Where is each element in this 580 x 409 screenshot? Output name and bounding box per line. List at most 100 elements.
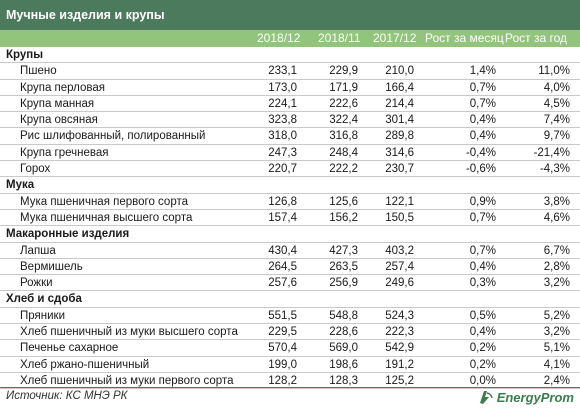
year-growth: 11,0%	[538, 65, 570, 78]
value-2018-12: 173,0	[268, 81, 297, 94]
product-name: Хлеб пшеничный из муки первого сорта	[20, 374, 234, 387]
year-growth: 5,2%	[543, 309, 570, 322]
table-row: Мука пшеничная первого сорта 126,8 125,6 12…	[0, 194, 580, 210]
value-2018-12: 318,0	[268, 130, 297, 143]
year-growth: 9,7%	[543, 130, 570, 143]
table-row: Вермишель 264,5 263,5 257,4 0,4% 2,8%	[0, 259, 580, 276]
product-name: Крупа гречневая	[20, 146, 109, 159]
value-2018-11: 228,6	[329, 326, 358, 339]
month-growth: 0,2%	[469, 342, 496, 355]
table-row: Хлеб пшеничный из муки высшего сорта 229,…	[0, 324, 580, 341]
column-header-2017-12: 2017/12	[373, 31, 417, 45]
value-2018-11: 569,0	[329, 342, 358, 355]
year-growth: 2,8%	[543, 260, 570, 273]
table-row: Крупа гречневая 247,3 248,4 314,6 -0,4% -21,4…	[0, 145, 580, 162]
column-header-month-growth: Рост за месяц	[425, 31, 504, 45]
product-name: Рожки	[20, 277, 53, 290]
product-name: Вермишель	[20, 260, 83, 273]
logo-text: EnergyProm	[496, 389, 574, 405]
value-2018-11: 156,2	[329, 211, 358, 224]
year-growth: 4,1%	[543, 358, 570, 371]
energyprom-logo-icon	[479, 391, 493, 404]
logo: EnergyProm	[478, 388, 574, 406]
year-growth: 3,2%	[543, 277, 570, 290]
product-name: Лапша	[20, 244, 56, 257]
value-2018-11: 263,5	[329, 260, 358, 273]
column-header-2018-12: 2018/12	[257, 31, 301, 45]
month-growth: 0,2%	[469, 358, 496, 371]
product-name: Печенье сахарное	[20, 342, 119, 355]
column-header-row: 2018/12 2018/11 2017/12 Рост за месяц Ро…	[0, 30, 580, 47]
footer-divider	[0, 387, 580, 388]
product-name: Горох	[20, 163, 51, 176]
table-row: Хлеб пшеничный из муки первого сорта 128,…	[0, 373, 580, 390]
product-name: Крупа манная	[20, 97, 95, 110]
month-growth: -0,4%	[465, 146, 496, 159]
product-name: Рис шлифованный, полированный	[20, 130, 206, 143]
value-2017-12: 542,9	[385, 342, 414, 355]
year-growth: 2,4%	[543, 374, 570, 387]
value-2017-12: 166,4	[385, 81, 414, 94]
category-row: Крупы	[0, 47, 580, 64]
category-label: Крупы	[6, 49, 44, 61]
table-title: Мучные изделия и крупы	[0, 0, 580, 30]
table-row: Крупа перловая 173,0 171,9 166,4 0,7% 4,0%	[0, 80, 580, 96]
value-2018-12: 224,1	[268, 97, 297, 110]
value-2018-11: 128,3	[329, 374, 358, 387]
product-name: Хлеб пшеничный из муки высшего сорта	[20, 326, 238, 339]
value-2018-12: 157,4	[268, 211, 297, 224]
year-growth: 4,0%	[543, 81, 570, 94]
category-row: Макаронные изделия	[0, 226, 580, 243]
price-table: Крупы Пшено 233,1 229,9 210,0 1,4% 11,0% Крупа …	[0, 47, 580, 390]
value-2018-11: 171,9	[329, 81, 358, 94]
table-row: Рожки 257,6 256,9 249,6 0,3% 3,2%	[0, 275, 580, 292]
value-2017-12: 314,6	[385, 146, 414, 159]
value-2018-11: 548,8	[329, 309, 358, 322]
table-row: Пшено 233,1 229,9 210,0 1,4% 11,0%	[0, 63, 580, 80]
table-row: Пряники 551,5 548,8 524,3 0,5% 5,2%	[0, 308, 580, 325]
table-row: Лапша 430,4 427,3 403,2 0,7% 6,7%	[0, 243, 580, 259]
year-growth: 3,2%	[543, 326, 570, 339]
table-row: Мука пшеничная высшего сорта 157,4 156,2 15…	[0, 210, 580, 227]
product-name: Крупа перловая	[20, 81, 105, 94]
value-2018-12: 247,3	[268, 146, 297, 159]
year-growth: -21,4%	[533, 146, 570, 159]
month-growth: 0,7%	[469, 211, 496, 224]
month-growth: -0,6%	[465, 163, 496, 176]
value-2018-11: 198,6	[329, 358, 358, 371]
value-2018-11: 256,9	[329, 277, 358, 290]
value-2018-12: 257,6	[268, 277, 297, 290]
value-2018-12: 570,4	[268, 342, 297, 355]
value-2018-12: 126,8	[268, 195, 297, 208]
value-2018-12: 233,1	[268, 65, 297, 78]
value-2017-12: 191,2	[385, 358, 414, 371]
month-growth: 0,4%	[469, 130, 496, 143]
value-2018-11: 125,6	[329, 195, 358, 208]
value-2018-11: 229,9	[329, 65, 358, 78]
month-growth: 0,0%	[469, 374, 496, 387]
category-label: Мука	[6, 179, 35, 192]
year-growth: 3,8%	[543, 195, 570, 208]
value-2017-12: 122,1	[385, 195, 414, 208]
month-growth: 0,4%	[469, 114, 496, 127]
month-growth: 1,4%	[469, 65, 496, 78]
value-2017-12: 222,3	[385, 326, 414, 339]
product-name: Крупа овсяная	[20, 114, 98, 127]
value-2018-12: 551,5	[268, 309, 297, 322]
category-row: Хлеб и сдоба	[0, 291, 580, 308]
month-growth: 0,7%	[469, 97, 496, 110]
value-2017-12: 301,4	[385, 114, 414, 127]
category-label: Макаронные изделия	[6, 228, 130, 241]
source-note: Источник: КС МНЭ РК	[6, 390, 128, 402]
value-2018-11: 248,4	[329, 146, 358, 159]
column-header-year-growth: Рост за год	[505, 31, 568, 45]
value-2017-12: 289,8	[385, 130, 414, 143]
product-name: Мука пшеничная первого сорта	[20, 195, 188, 208]
value-2018-12: 430,4	[268, 244, 297, 257]
year-growth: 4,5%	[543, 97, 570, 110]
month-growth: 0,4%	[469, 260, 496, 273]
product-name: Пшено	[20, 65, 57, 78]
value-2018-12: 128,2	[268, 374, 297, 387]
table-row: Рис шлифованный, полированный 318,0 316,8 2…	[0, 128, 580, 145]
year-growth: 7,4%	[543, 114, 570, 127]
